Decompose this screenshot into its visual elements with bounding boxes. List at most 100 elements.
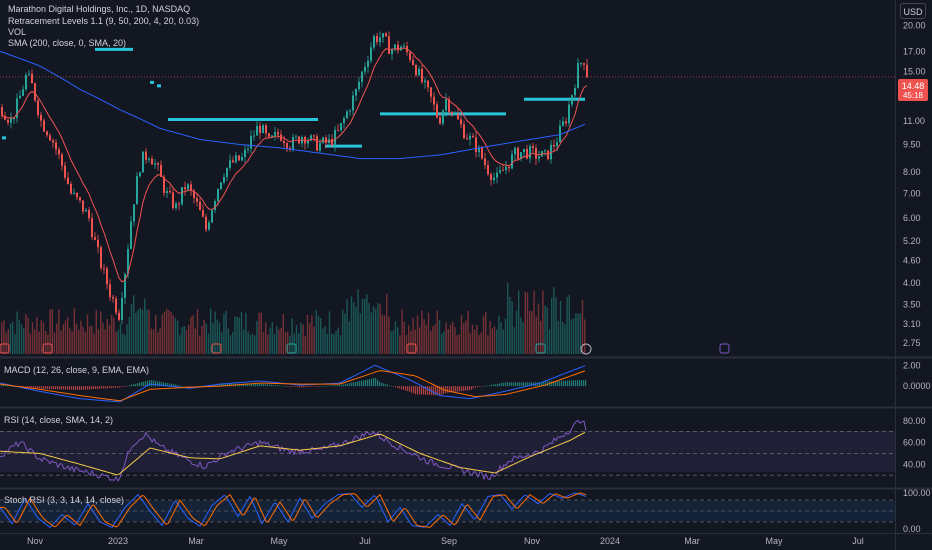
candle-body [85,209,87,212]
macd-histogram-bar [121,386,123,388]
macd-histogram-bar [395,386,397,388]
macd-histogram-bar [385,384,387,387]
macd-histogram-bar [337,385,339,387]
volume-bar [476,325,478,354]
volume-bar [7,329,9,354]
macd-histogram-bar [185,386,187,387]
legend-rsi[interactable]: RSI (14, close, SMA, 14, 2) [4,415,113,425]
macd-histogram-bar [411,386,413,393]
volume-bar [386,293,388,354]
candle-body [193,190,195,199]
legend-volume[interactable]: VOL [8,27,26,37]
macd-histogram-bar [259,383,261,387]
sma-200-line [0,50,586,160]
volume-bar [177,320,179,354]
macd-histogram-bar [397,386,399,388]
volume-bar [566,296,568,354]
legend-stoch-rsi[interactable]: Stoch RSI (3, 3, 14, 14, close) [4,495,124,505]
candle-body [382,33,384,38]
candle-body [22,89,24,96]
candle-body [412,59,414,65]
candle-body [316,136,318,151]
stoch-tick-label: 0.00 [903,524,921,534]
volume-bars [1,282,586,354]
candle-body [205,216,207,230]
volume-bar [190,316,192,354]
macd-histogram-bar [453,386,455,393]
volume-bar [353,302,355,354]
candle-body [280,134,282,141]
volume-bar [102,322,104,354]
macd-histogram-bar [269,384,271,387]
macd-histogram-bar [1,385,3,387]
macd-histogram-bar [215,384,217,387]
candle-body [7,119,9,123]
currency-button[interactable]: USD [900,3,926,19]
volume-bar [111,314,113,354]
volume-bar [166,308,168,354]
volume-bar [370,312,372,354]
macd-histogram-bar [223,383,225,387]
macd-histogram-bar [285,386,287,387]
macd-histogram-bar [59,386,61,390]
price-tick-label: 2.75 [903,338,921,348]
candle-body [292,137,294,150]
candle-body [115,298,117,313]
macd-signal-line [0,370,586,402]
price-tick-label: 15.00 [903,66,926,76]
volume-bar [282,313,284,354]
volume-bar [172,315,174,354]
legend-macd[interactable]: MACD (12, 26, close, 9, EMA, EMA) [4,365,149,375]
macd-histogram-bar [109,386,111,389]
candle-body [148,158,150,160]
price-tick-label: 4.60 [903,256,921,266]
macd-histogram-bar [245,383,247,387]
candle-body [19,95,21,99]
macd-histogram-bar [339,384,341,387]
candle-body [532,146,534,149]
earnings-marker [719,343,730,354]
macd-histogram-bar [303,386,305,388]
macd-histogram-bar [295,386,297,387]
macd-histogram-bar [353,382,355,387]
macd-histogram-bar [433,386,435,396]
volume-bar [174,318,177,354]
macd-histogram-bar [323,385,325,387]
macd-histogram-bar [407,386,409,392]
candle-body [376,35,378,43]
macd-histogram-bar [363,380,365,387]
macd-histogram-bar [53,386,55,390]
candle-body [586,64,588,77]
macd-histogram-bar [451,386,453,393]
candle-body [94,237,96,240]
macd-histogram-bar [463,386,465,391]
stoch-k-line [0,492,587,529]
macd-histogram-bar [513,382,515,387]
candle-body [145,151,147,160]
price-axis: 20.0017.0015.0013.0011.009.508.007.006.0… [903,20,926,348]
candle-body [505,166,507,171]
macd-histogram-bar [69,386,71,390]
macd-histogram-bar [373,378,375,387]
legend-sma[interactable]: SMA (200, close, 0, SMA, 20) [8,38,126,48]
macd-histogram-bar [419,386,421,395]
macd-histogram-bar [41,386,43,389]
macd-histogram-bar [485,385,487,387]
candle-body [109,284,111,298]
macd-histogram-bar [107,386,109,389]
volume-bar [372,306,375,354]
legend-retracement[interactable]: Retracement Levels 1.1 (9, 50, 200, 4, 2… [8,16,199,26]
volume-bar [62,324,64,354]
candle-body [103,268,105,270]
candle-body [451,111,453,114]
macd-histogram-bar [67,386,69,390]
stoch-tick-label: 100.00 [903,488,931,498]
volume-bar [449,324,452,354]
candle-body [517,147,519,160]
time-tick-label: May [765,536,783,546]
volume-bar [465,320,467,354]
candle-body [130,221,132,249]
macd-histogram-bar [369,379,371,387]
macd-histogram-bar [189,386,191,388]
